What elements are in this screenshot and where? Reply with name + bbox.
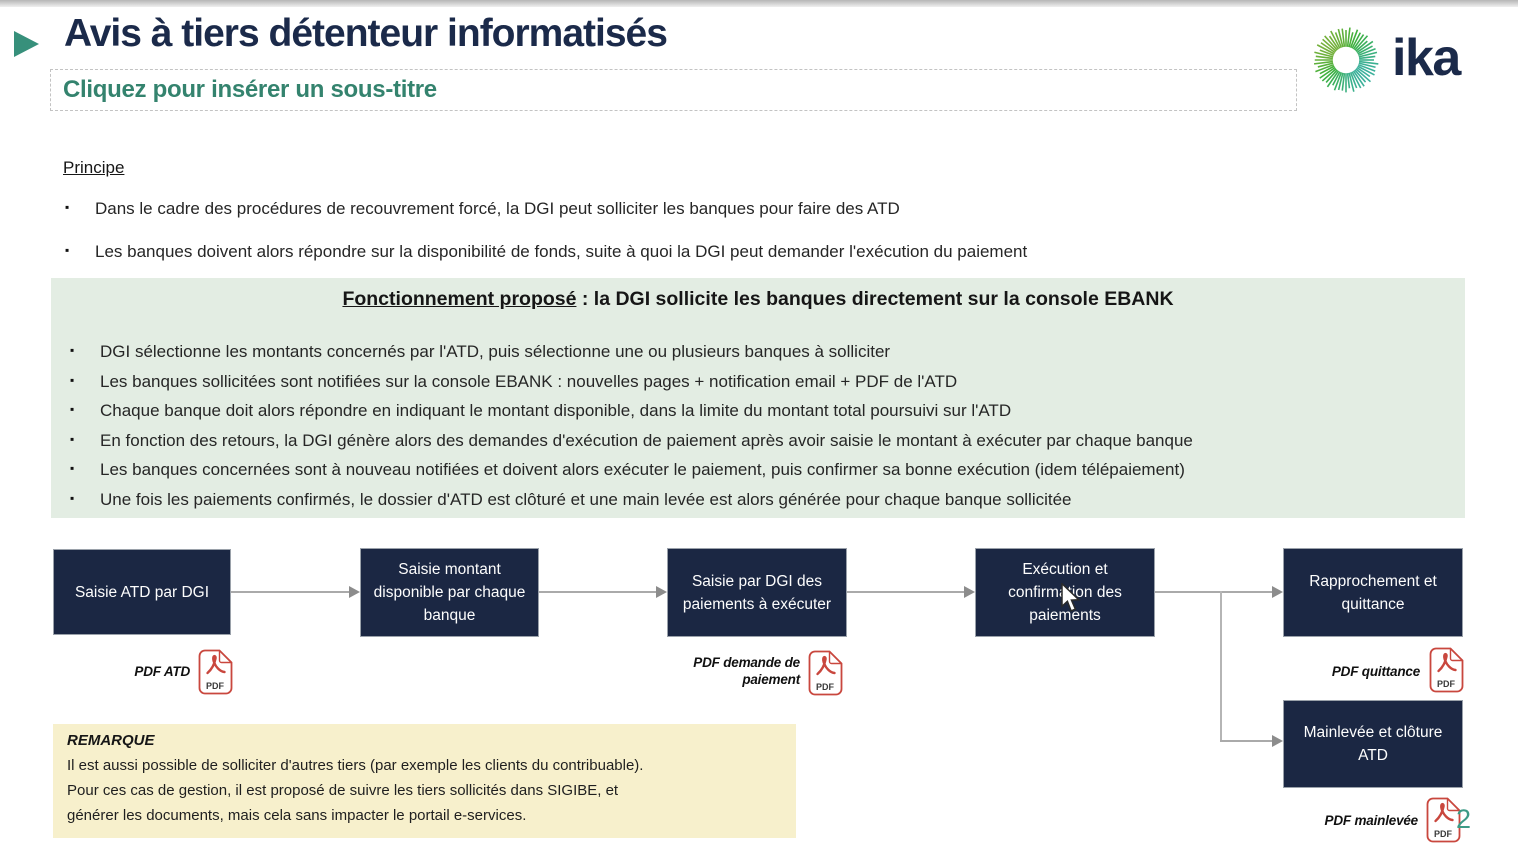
arrowhead-icon bbox=[349, 586, 360, 598]
remark-line: générer les documents, mais cela sans im… bbox=[67, 807, 527, 824]
pdf-file-icon: PDF bbox=[808, 650, 843, 696]
remark-heading: REMARQUE bbox=[67, 732, 155, 749]
pdf-mainlevee-label: PDF mainlevée bbox=[1324, 813, 1419, 828]
arrowhead-icon bbox=[964, 586, 975, 598]
arrowhead-icon bbox=[1272, 735, 1283, 747]
flow-step-mainlevee: Mainlevée et clôture ATD bbox=[1283, 700, 1463, 788]
list-item: En fonction des retours, la DGI génère a… bbox=[68, 431, 1454, 451]
list-item: Les banques sollicitées sont notifiées s… bbox=[68, 372, 1454, 392]
flow-step-label: Rapprochement et quittance bbox=[1309, 572, 1437, 613]
connector-line bbox=[847, 591, 964, 593]
page-number: 2 bbox=[1456, 804, 1472, 834]
flow-step-label: Mainlevée et clôture ATD bbox=[1303, 724, 1443, 764]
list-item: Une fois les paiements confirmés, le dos… bbox=[68, 490, 1454, 510]
ika-logo: ika bbox=[1308, 22, 1461, 98]
pdf-icon-text: PDF bbox=[816, 682, 835, 692]
connector-line bbox=[231, 591, 349, 593]
pdf-file-icon: PDF bbox=[1426, 797, 1461, 843]
flow-step-saisie-atd: Saisie ATD par DGI bbox=[53, 549, 231, 635]
list-item: Chaque banque doit alors répondre en ind… bbox=[68, 401, 1454, 421]
list-item: DGI sélectionne les montants concernés p… bbox=[68, 342, 1454, 362]
flow-step-label: Saisie ATD par DGI bbox=[74, 583, 210, 601]
principe-heading: Principe bbox=[63, 158, 125, 177]
proposal-heading: Fonctionnement proposé : la DGI sollicit… bbox=[51, 288, 1465, 311]
pdf-file-icon: PDF bbox=[198, 649, 233, 695]
proposal-heading-underlined: Fonctionnement proposé bbox=[342, 288, 577, 310]
pdf-icon-text: PDF bbox=[1437, 679, 1456, 689]
remark-line: Il est aussi possible de solliciter d'au… bbox=[67, 757, 644, 774]
list-item: Dans le cadre des procédures de recouvre… bbox=[63, 199, 1443, 219]
arrowhead-icon bbox=[1272, 586, 1283, 598]
flow-step-saisie-paiements: Saisie par DGI des paiements à exécuter bbox=[667, 548, 847, 637]
pdf-atd-label: PDF ATD bbox=[134, 664, 190, 679]
list-item: Les banques doivent alors répondre sur l… bbox=[63, 242, 1443, 262]
window-edge-strip bbox=[0, 0, 1518, 7]
flow-step-rapprochement: Rapprochement et quittance bbox=[1283, 548, 1463, 637]
page-title: Avis à tiers détenteur informatisés bbox=[64, 12, 668, 55]
ika-logo-burst-icon bbox=[1313, 27, 1379, 93]
connector-line bbox=[1220, 740, 1272, 742]
proposal-heading-rest: : la DGI sollicite les banques directeme… bbox=[576, 288, 1174, 310]
flow-step-saisie-montant: Saisie montant disponible par chaque ban… bbox=[360, 548, 539, 637]
pdf-quittance-label: PDF quittance bbox=[1331, 664, 1420, 679]
flow-step-label: Saisie par DGI des paiements à exécuter bbox=[682, 572, 832, 613]
connector-line bbox=[1155, 591, 1272, 593]
principe-bullet-list: Dans le cadre des procédures de recouvre… bbox=[63, 199, 1443, 285]
pdf-icon-text: PDF bbox=[206, 681, 225, 691]
flow-step-label: Saisie montant disponible par chaque ban… bbox=[373, 561, 526, 624]
connector-line bbox=[1220, 591, 1222, 742]
pdf-icon-text: PDF bbox=[1434, 829, 1453, 839]
proposal-box: Fonctionnement proposé : la DGI sollicit… bbox=[51, 278, 1465, 518]
subtitle-placeholder-text: Cliquez pour insérer un sous-titre bbox=[63, 76, 437, 103]
title-triangle-icon bbox=[14, 31, 39, 57]
proposal-bullet-list: DGI sélectionne les montants concernés p… bbox=[68, 342, 1454, 519]
mouse-cursor-icon bbox=[1061, 583, 1081, 612]
ika-logo-text: ika bbox=[1392, 29, 1461, 87]
remark-line: Pour ces cas de gestion, il est proposé … bbox=[67, 782, 619, 799]
arrowhead-icon bbox=[656, 586, 667, 598]
subtitle-placeholder[interactable]: Cliquez pour insérer un sous-titre bbox=[50, 69, 1297, 111]
pdf-demande-label: PDF demande de paiement bbox=[693, 655, 800, 687]
list-item: Les banques concernées sont à nouveau no… bbox=[68, 460, 1454, 480]
remark-box: REMARQUE Il est aussi possible de sollic… bbox=[53, 724, 796, 838]
pdf-file-icon: PDF bbox=[1429, 647, 1464, 693]
connector-line bbox=[539, 591, 656, 593]
